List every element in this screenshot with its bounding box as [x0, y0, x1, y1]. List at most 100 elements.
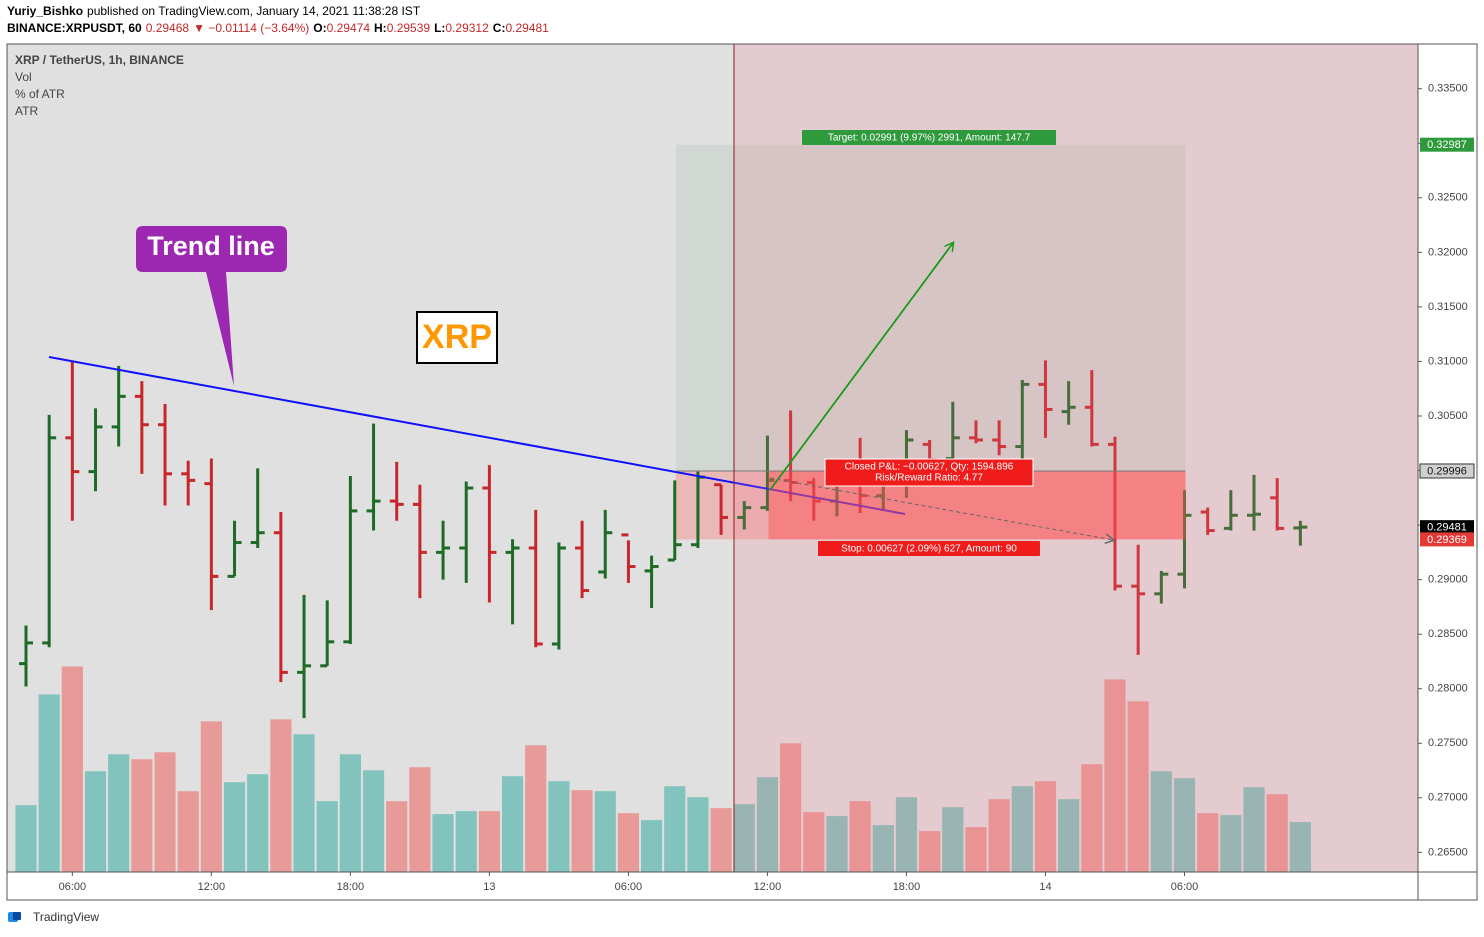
volume-bar: [386, 801, 408, 872]
volume-bar: [733, 804, 755, 872]
target-label: Target: 0.02991 (9.97%) 2991, Amount: 14…: [828, 133, 1031, 144]
volume-bar: [154, 752, 176, 872]
ohlc-label: L:: [434, 21, 445, 35]
volume-bar: [478, 811, 500, 872]
volume-bar: [1173, 778, 1196, 872]
volume-bar: [687, 797, 709, 872]
trend-line: [48, 356, 906, 515]
volume-bar: [362, 770, 385, 872]
y-tick-label: 0.27000: [1428, 792, 1468, 804]
volume-bar: [1243, 787, 1265, 872]
legend-item: % of ATR: [15, 87, 65, 101]
y-tick-label: 0.28000: [1428, 683, 1468, 695]
volume-bar: [1127, 701, 1149, 872]
volume-bar: [965, 827, 987, 872]
volume-bar: [1034, 781, 1057, 872]
stop-label: Stop: 0.00627 (2.09%) 627, Amount: 90: [841, 544, 1017, 555]
volume-bar: [177, 791, 199, 872]
symbol-box: [416, 311, 498, 364]
pnl-label: Closed P&L: −0.00627, Qty: 1594.896: [845, 462, 1014, 473]
frame: [6, 43, 1478, 901]
x-tick-label: 06:00: [1171, 881, 1199, 893]
x-tick-label: 13: [483, 881, 495, 893]
volume-bar: [131, 759, 153, 872]
symbol: BINANCE:XRPUSDT, 60: [7, 21, 142, 35]
price: 0.29468: [146, 21, 190, 35]
y-tick-label: 0.27500: [1428, 737, 1468, 749]
pnl-box: [824, 458, 1034, 487]
x-tick-label: 06:00: [59, 881, 87, 893]
plot: Trend line XRP Target: 0.02991 (9.97%) 299…: [7, 44, 1418, 872]
volume-bar: [270, 719, 292, 872]
volume-bar: [803, 812, 825, 872]
volume-bar: [641, 820, 663, 872]
stop-label-box: [818, 541, 1040, 556]
legend-item: ATR: [15, 104, 38, 118]
volume-bar: [942, 807, 964, 872]
published: published on TradingView.com, January 14…: [87, 4, 421, 18]
volume-bar: [293, 734, 315, 872]
volume-bar: [223, 782, 246, 872]
legend-item: XRP / TetherUS, 1h, BINANCE: [15, 53, 184, 67]
y-tick-label: 0.28500: [1428, 628, 1468, 640]
plot-background: [7, 44, 1418, 872]
volume-bar: [1266, 794, 1288, 872]
callout: [136, 226, 287, 386]
volume-bar: [108, 754, 130, 872]
volume-bar: [617, 813, 640, 872]
volume-bar: [780, 743, 802, 872]
volume-bar: [548, 781, 570, 872]
volume-bar: [1104, 679, 1126, 872]
author: Yuriy_Bishko: [7, 4, 83, 18]
volume-bar: [895, 797, 918, 872]
volume-bar: [710, 808, 732, 872]
volume-bar: [1150, 771, 1172, 872]
ohlc-value: 0.29539: [387, 21, 431, 35]
last-price-box: [1420, 520, 1474, 535]
symbol-line: BINANCE:XRPUSDT, 60 0.29468 ▼ −0.01114 (−3…: [7, 21, 549, 35]
x-tick-label: 18:00: [337, 881, 365, 893]
volume-bar: [849, 801, 871, 872]
y-tick-label: 0.33500: [1428, 83, 1468, 95]
y-tick-label: 0.29000: [1428, 574, 1468, 586]
ohlc-value: 0.29474: [327, 21, 371, 35]
stop-price: 0.29369: [1427, 534, 1467, 546]
ohlc-label: C:: [493, 21, 506, 35]
volume-bar: [988, 799, 1010, 872]
target-price: 0.32987: [1427, 139, 1467, 151]
volume-bar: [664, 786, 686, 872]
result-arrow: [769, 477, 1113, 540]
volume-bar: [1220, 815, 1242, 872]
volume-bar: [15, 805, 37, 872]
volume-bar: [247, 774, 269, 872]
volume-bar: [501, 776, 524, 872]
volume-bar: [38, 694, 60, 872]
volume-bar: [919, 831, 941, 872]
volume-bar: [316, 801, 338, 872]
callout-text: Trend line: [147, 231, 275, 261]
ohlc-label: O:: [313, 21, 326, 35]
volume-bar: [339, 754, 361, 872]
volume-bar: [571, 790, 593, 872]
y-tick-label: 0.31500: [1428, 301, 1468, 313]
pnl-label: Risk/Reward Ratio: 4.77: [875, 473, 983, 484]
entry-price: 0.29996: [1427, 465, 1467, 477]
volume-bar: [1197, 813, 1219, 872]
volume-bar: [756, 777, 779, 872]
volume-bar: [826, 816, 848, 872]
volume-bar: [200, 721, 222, 872]
change: ▼ −0.01114 (−3.64%): [193, 21, 309, 35]
ohlc-value: 0.29312: [445, 21, 489, 35]
entry-price-box: [1419, 463, 1475, 479]
volume-bar: [61, 666, 83, 872]
y-tick-label: 0.26500: [1428, 846, 1468, 858]
x-tick-label: 14: [1039, 881, 1051, 893]
x-tick-label: 18:00: [893, 881, 921, 893]
x-tick-label: 12:00: [198, 881, 226, 893]
header-line: Yuriy_Bishko published on TradingView.com…: [7, 4, 421, 18]
volume-bar: [432, 814, 454, 872]
volume-bar: [1081, 764, 1103, 872]
volume-bar: [872, 825, 894, 872]
